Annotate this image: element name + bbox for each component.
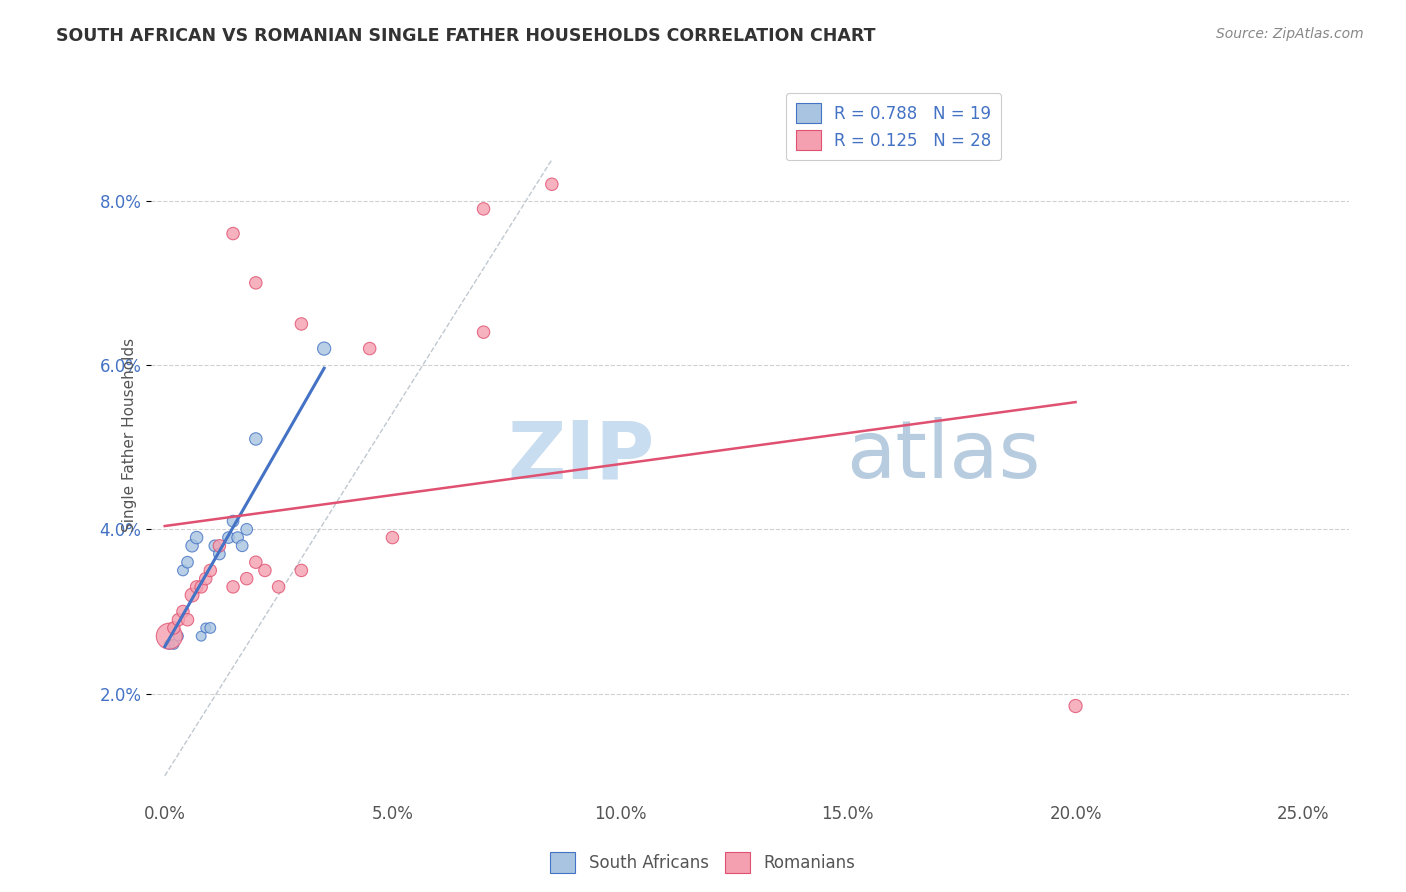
Point (245, 432, 267, 446)
Point (181, 588, 204, 602)
Point (190, 580, 212, 594)
Point (231, 539, 253, 553)
Point (222, 227, 245, 241)
Point (472, 202, 495, 216)
Point (186, 580, 208, 594)
Point (235, 522, 257, 536)
Point (200, 621, 222, 635)
Point (290, 564, 312, 578)
Point (253, 564, 276, 578)
Point (359, 342, 381, 356)
Point (176, 555, 198, 569)
Point (181, 539, 204, 553)
Point (267, 580, 290, 594)
Text: SOUTH AFRICAN VS ROMANIAN SINGLE FATHER HOUSEHOLDS CORRELATION CHART: SOUTH AFRICAN VS ROMANIAN SINGLE FATHER … (56, 27, 876, 45)
Text: atlas: atlas (846, 417, 1040, 495)
Point (157, 629, 180, 643)
Point (176, 613, 198, 627)
Point (218, 531, 240, 545)
Point (381, 531, 404, 545)
Point (204, 539, 226, 553)
Point (157, 637, 180, 651)
Text: Source: ZipAtlas.com: Source: ZipAtlas.com (1216, 27, 1364, 41)
Point (235, 572, 257, 586)
Point (314, 342, 336, 356)
Point (200, 564, 222, 578)
Point (226, 531, 249, 545)
Point (290, 317, 312, 331)
Point (167, 613, 190, 627)
Point (186, 531, 208, 545)
Point (540, 178, 562, 192)
Point (245, 276, 267, 290)
Point (245, 555, 267, 569)
Point (194, 572, 217, 586)
Point (163, 637, 186, 651)
Point (1064, 698, 1087, 713)
Point (208, 547, 231, 561)
Point (172, 605, 194, 619)
Point (472, 325, 495, 339)
Point (222, 514, 245, 528)
Point (208, 539, 231, 553)
Point (194, 621, 217, 635)
Point (163, 621, 186, 635)
Point (190, 629, 212, 643)
Point (222, 580, 245, 594)
Legend: R = 0.788   N = 19, R = 0.125   N = 28: R = 0.788 N = 19, R = 0.125 N = 28 (786, 93, 1001, 161)
Point (172, 564, 194, 578)
Text: ZIP: ZIP (508, 417, 654, 495)
Y-axis label: Single Father Households: Single Father Households (122, 338, 138, 532)
Point (167, 629, 190, 643)
Legend: South Africans, Romanians: South Africans, Romanians (544, 846, 862, 880)
